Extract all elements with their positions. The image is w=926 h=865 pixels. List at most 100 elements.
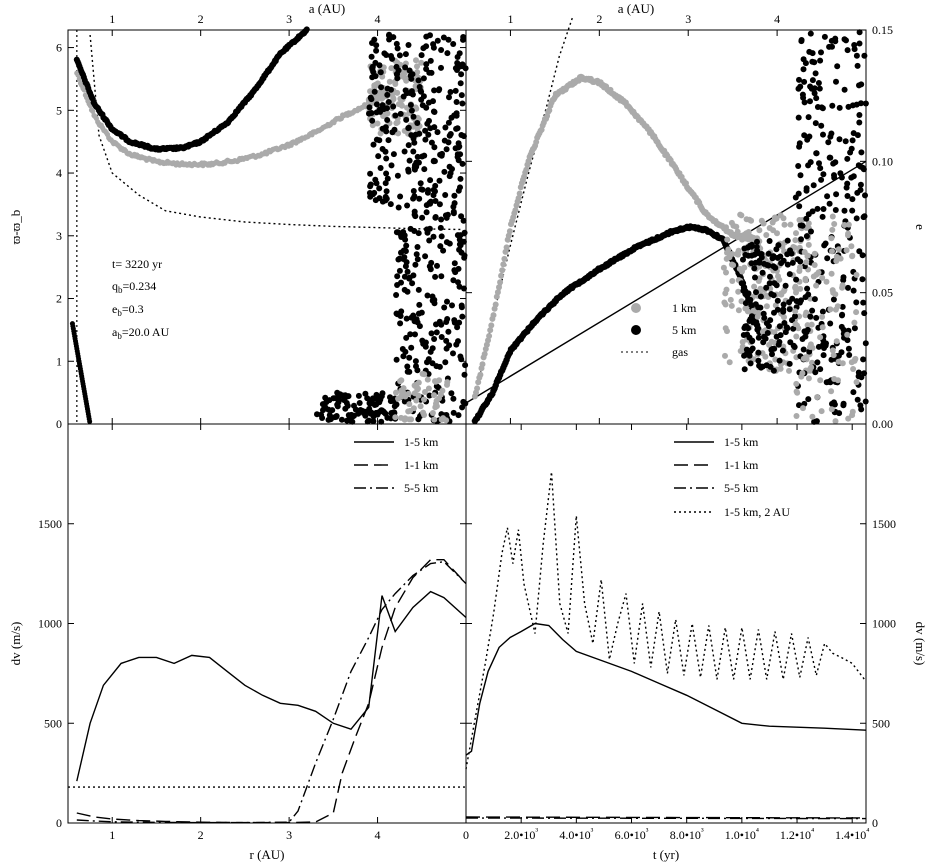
scatter-5km-points: [858, 149, 865, 156]
legend-label-0: 1-5 km: [724, 435, 759, 449]
scatter-5km-points: [836, 104, 843, 111]
scatter-grey-points: [395, 395, 402, 402]
scatter-1km-points: [798, 373, 805, 380]
scatter-black-points: [433, 383, 440, 390]
scatter-1km-points: [776, 276, 783, 283]
scatter-5km-points: [765, 323, 772, 330]
series-1km-points: [481, 351, 488, 357]
legend-label-2: gas: [672, 345, 688, 359]
scatter-black-points: [381, 50, 388, 57]
series-1km-points: [503, 244, 510, 251]
scatter-1km-points: [797, 264, 803, 271]
scatter-1km-points: [813, 282, 820, 289]
scatter-1km-points: [802, 275, 809, 282]
series-1km-points: [499, 267, 506, 274]
scatter-black-points: [350, 413, 357, 420]
scatter-black-points: [382, 410, 389, 417]
scatter-black-points: [455, 265, 462, 272]
scatter-black-points: [424, 189, 431, 196]
scatter-black-points: [412, 331, 418, 338]
scatter-5km-points: [849, 102, 856, 109]
scatter-1km-points: [766, 225, 773, 231]
scatter-5km-points: [859, 252, 866, 259]
scatter-1km-points: [724, 236, 731, 243]
legend-marker-5km: [631, 325, 641, 335]
scatter-5km-points: [775, 341, 782, 348]
scatter-black-points: [443, 345, 450, 352]
scatter-5km-points: [798, 236, 804, 243]
scatter-black-points: [451, 260, 458, 267]
scatter-black-points: [444, 316, 451, 322]
scatter-5km-points: [780, 301, 787, 308]
scatter-5km-points: [848, 174, 855, 181]
scatter-black-points: [355, 410, 362, 417]
y-right-tick-label: 1500: [872, 517, 896, 531]
scatter-1km-points: [743, 230, 750, 237]
scatter-black-points: [455, 232, 462, 239]
series-1km-points: [502, 248, 509, 255]
scatter-black-points: [436, 177, 443, 184]
scatter-1km-points: [766, 341, 773, 348]
series-black-points: [87, 418, 93, 424]
scatter-black-points: [425, 356, 432, 363]
scatter-5km-points: [753, 289, 759, 296]
scatter-5km-points: [820, 131, 826, 138]
y-left-tick-label: 2: [56, 292, 62, 306]
scatter-black-points: [408, 75, 415, 82]
series-grey-points: [76, 76, 82, 82]
scatter-black-points: [412, 358, 419, 365]
scatter-5km-points: [798, 38, 805, 45]
scatter-grey-points: [414, 63, 420, 70]
x-axis-label: t (yr): [653, 847, 679, 862]
scatter-1km-points: [853, 379, 860, 386]
scatter-5km-points: [808, 85, 815, 92]
scatter-grey-points: [369, 122, 376, 129]
scatter-grey-points: [393, 389, 399, 396]
scatter-1km-points: [817, 377, 824, 384]
scatter-black-points: [446, 240, 453, 247]
scatter-black-points: [394, 45, 401, 52]
scatter-black-points: [395, 67, 402, 74]
scatter-grey-points: [431, 416, 438, 423]
y-axis-label: ϖ-ϖ_b: [8, 210, 23, 244]
legend-label-3: 1-5 km, 2 AU: [724, 505, 790, 519]
series-1km-points: [492, 301, 499, 308]
scatter-black-points: [404, 202, 411, 209]
scatter-1km-points: [849, 408, 856, 415]
scatter-grey-points: [392, 414, 399, 421]
scatter-black-points: [442, 192, 449, 198]
scatter-5km-points: [774, 297, 781, 304]
scatter-5km-points: [833, 191, 840, 198]
scatter-5km-points: [796, 203, 803, 210]
scatter-5km-points: [811, 90, 818, 97]
scatter-5km-points: [813, 314, 820, 321]
scatter-5km-points: [803, 233, 810, 240]
scatter-black-points: [368, 110, 375, 116]
x-top-tick-label: 4: [774, 12, 780, 26]
scatter-5km-points: [742, 300, 749, 307]
scatter-1km-points: [734, 228, 741, 235]
scatter-grey-points: [394, 119, 401, 126]
scatter-5km-points: [817, 165, 824, 172]
scatter-black-points: [444, 298, 450, 305]
scatter-5km-points: [843, 184, 850, 191]
scatter-black-points: [403, 242, 410, 249]
scatter-5km-points: [856, 82, 862, 89]
scatter-1km-points: [796, 217, 803, 223]
y-axis-label: dv (m/s): [8, 622, 23, 666]
scatter-grey-points: [412, 383, 419, 389]
y-right-tick-label: 0.15: [872, 23, 893, 37]
series-1km-points: [500, 261, 507, 268]
scatter-5km-points: [766, 238, 773, 244]
scatter-5km-points: [769, 351, 775, 358]
scatter-black-points: [421, 152, 428, 159]
legend-label-1: 1-1 km: [404, 458, 439, 472]
scatter-black-points: [450, 203, 457, 210]
scatter-5km-points: [767, 273, 773, 280]
y-left-tick-label: 3: [56, 229, 62, 243]
scatter-black-points: [438, 321, 445, 328]
scatter-5km-points: [824, 193, 831, 200]
scatter-black-points: [415, 77, 422, 84]
x-top-tick-label: 3: [286, 12, 292, 26]
scatter-black-points: [455, 187, 462, 194]
